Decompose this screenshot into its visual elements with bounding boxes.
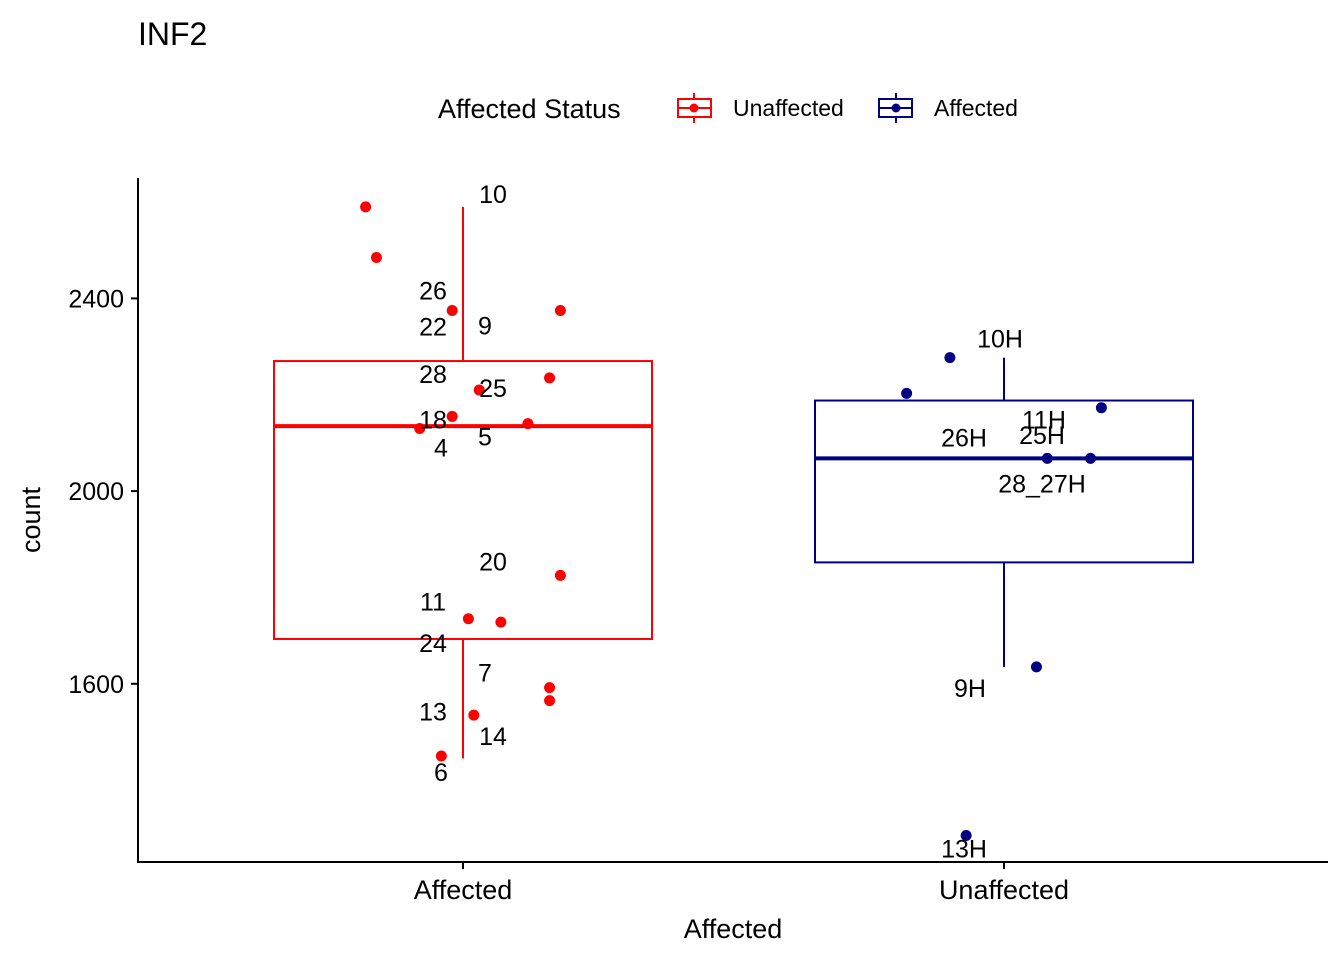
x-axis-label: Affected	[684, 914, 783, 944]
data-point	[446, 304, 458, 316]
y-tick-label: 2000	[68, 478, 124, 506]
point-label: 13	[419, 699, 447, 727]
point-label: 28_27H	[998, 470, 1086, 498]
y-axis-label: count	[16, 486, 46, 553]
data-point	[901, 387, 913, 399]
data-point	[360, 201, 372, 213]
data-point	[960, 830, 972, 842]
point-label: 18	[419, 406, 447, 434]
point-label: 26H	[941, 424, 987, 452]
data-point	[1041, 452, 1053, 464]
data-point	[944, 352, 956, 364]
chart-title: INF2	[138, 16, 207, 52]
x-tick-label: Unaffected	[939, 875, 1069, 905]
data-point	[554, 569, 566, 581]
point-label: 10H	[977, 326, 1023, 354]
data-point	[1085, 452, 1097, 464]
legend-key-unaffected	[677, 93, 712, 123]
box-iqr	[814, 399, 1194, 564]
y-tick-label: 2400	[68, 285, 124, 313]
point-label: 6	[434, 759, 448, 787]
point-label: 13H	[941, 836, 987, 864]
data-point	[1030, 661, 1042, 673]
point-label: 11	[420, 589, 446, 617]
data-point	[468, 709, 480, 721]
y-tick-label: 1600	[68, 671, 124, 699]
data-point	[462, 613, 474, 625]
point-label: 4	[434, 434, 448, 462]
legend: Affected Status Unaffected Affected	[438, 93, 1018, 124]
x-tick-label: Affected	[414, 875, 513, 905]
point-label: 9	[478, 312, 492, 340]
box-unaffected	[814, 357, 1194, 667]
point-label: 9H	[954, 675, 986, 703]
point-label: 25H	[1019, 422, 1065, 450]
box-affected	[273, 206, 653, 759]
legend-key-affected	[878, 93, 913, 123]
data-point	[414, 422, 426, 434]
data-point	[522, 418, 534, 430]
box-iqr	[273, 360, 653, 640]
point-label: 28	[419, 361, 447, 389]
data-point	[446, 410, 458, 422]
data-point	[370, 251, 382, 263]
data-point	[544, 695, 556, 707]
y-axis-ticks: 1600 2000 2400	[68, 285, 138, 699]
legend-label-unaffected: Unaffected	[733, 95, 844, 121]
point-label: 26	[419, 277, 447, 305]
legend-title: Affected Status	[438, 94, 621, 124]
data-point	[495, 616, 507, 628]
point-label: 25	[479, 375, 507, 403]
legend-label-affected: Affected	[934, 95, 1018, 121]
point-label: 11H	[1022, 406, 1066, 434]
data-point	[544, 682, 556, 694]
point-label: 20	[479, 548, 507, 576]
data-point	[435, 750, 447, 762]
data-point	[1095, 402, 1107, 414]
point-label: 5	[478, 424, 492, 452]
point-label: 14	[479, 723, 507, 751]
point-label: 24	[419, 630, 447, 658]
point-label: 22	[419, 313, 447, 341]
x-axis-ticks: Affected Unaffected	[414, 862, 1069, 905]
data-point	[473, 384, 485, 396]
point-label: 7	[478, 660, 492, 688]
data-point	[554, 304, 566, 316]
data-point	[544, 372, 556, 384]
point-label: 10	[479, 181, 507, 209]
